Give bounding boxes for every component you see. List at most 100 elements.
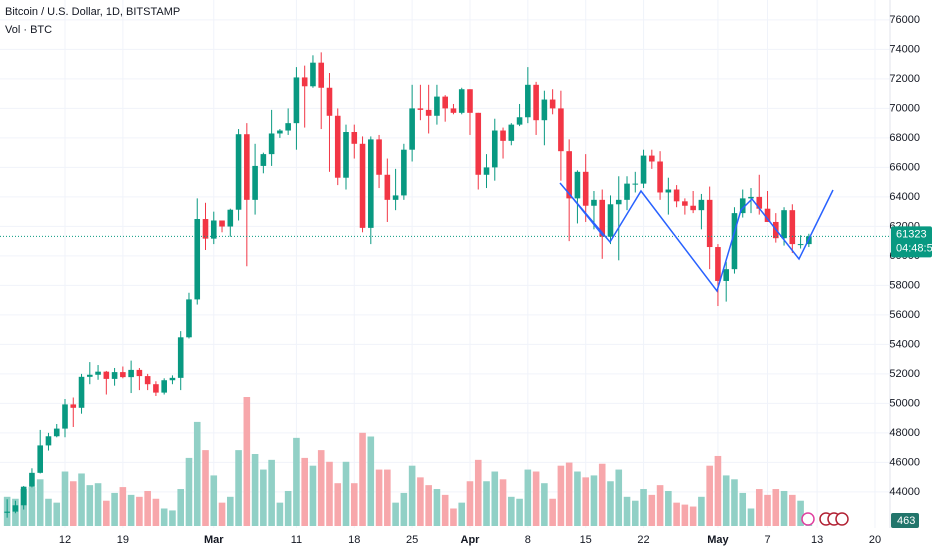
candle-body [781,210,787,239]
y-tick-label: 74000 [889,43,920,55]
pattern-drawing [565,189,604,237]
chart-title: Bitcoin / U.S. Dollar, 1D, BITSTAMP [5,6,180,18]
volume-bar [400,492,408,526]
y-tick-label: 70000 [889,102,920,114]
candle-body [483,167,490,175]
candle-body [615,199,622,205]
volume-bar [706,465,713,526]
candle-body [277,130,283,134]
volume-bar [284,490,292,526]
y-tick-label: 50000 [889,397,920,409]
y-tick-label: 46000 [889,456,920,468]
candle-body [764,208,771,222]
volume-bar [797,500,804,526]
candle-body [591,199,597,206]
volume-bar [764,494,771,526]
candle-body [301,77,308,87]
candle-body [70,404,77,408]
volume-bar [491,471,499,526]
volume-bar [714,455,722,526]
volume-bar [94,483,102,526]
volume-bar [640,489,647,526]
volume-bar [425,485,432,526]
volume-bar [441,494,449,526]
price-tags: 61323 04:48:57 463 [891,226,932,528]
candle-body [153,384,159,393]
candle-body [508,124,515,141]
countdown-label: 04:48:57 [896,242,932,254]
volume-bar [673,502,680,526]
candle-body [731,213,738,270]
volume-bar [565,462,573,526]
volume-bar [408,465,416,526]
candle-body [541,99,548,121]
candle-body [401,149,407,196]
y-tick-label: 54000 [889,338,920,350]
volume-bar [532,471,540,526]
volume-bar [227,496,234,526]
candle-body [789,210,796,245]
y-tick-label: 72000 [889,73,920,85]
candle-body [665,189,672,193]
candle-body [53,428,60,437]
candle-body [797,244,804,246]
candle-body [103,371,110,379]
candle-body [29,472,35,487]
y-tick-label: 58000 [889,279,920,291]
candle-body [227,209,234,227]
volume-bar [384,469,391,526]
volume-bar [582,477,589,526]
candle-body [525,84,531,118]
candle-body [673,189,680,202]
volume-label: 463 [897,515,915,527]
volume-bar [152,498,160,526]
candle-body [574,171,581,199]
volume-bar [417,477,424,526]
volume-bar [656,485,664,526]
candle-body [219,220,225,227]
candle-body [161,380,167,393]
candle-body [310,62,316,87]
x-tick-label: Mar [204,534,224,546]
volume-bar [772,489,780,526]
volume-bar [665,490,672,526]
volume-bar [789,494,796,526]
candle-body [120,372,126,378]
candle-body [260,154,267,166]
volume-bar [516,498,523,526]
x-tick-label: 13 [811,534,823,546]
candle-body [128,369,134,378]
volume-bar [136,496,143,526]
volume-bar [350,483,358,526]
volume-bar [243,397,251,526]
volume-bar [177,489,185,526]
volume-bar [739,492,747,526]
x-tick-label: 20 [869,534,881,546]
volume-bar [260,469,267,526]
volume-bar [169,510,176,526]
volume-bar [474,459,482,526]
candle-body [293,77,300,124]
volume-bar [681,504,689,526]
candle-body [86,374,93,377]
candle-body [442,96,448,109]
y-tick-label: 76000 [889,14,920,26]
volume-bar [45,498,52,526]
candle-body [682,201,688,206]
candle-body [368,139,374,228]
candle-body [723,269,729,281]
volume-bar [210,475,218,526]
candle-body [144,376,151,385]
candle-body [491,130,498,168]
x-tick-label: 22 [637,534,649,546]
volume-bar [367,436,375,526]
candle-body [20,486,27,506]
candle-body [210,220,217,239]
volume-bar [251,454,259,526]
candle-body [235,134,242,210]
candle-body [434,96,440,116]
volume-legend: Vol · BTC [5,24,52,36]
candle-body [343,132,349,178]
volume-bar [574,471,581,526]
